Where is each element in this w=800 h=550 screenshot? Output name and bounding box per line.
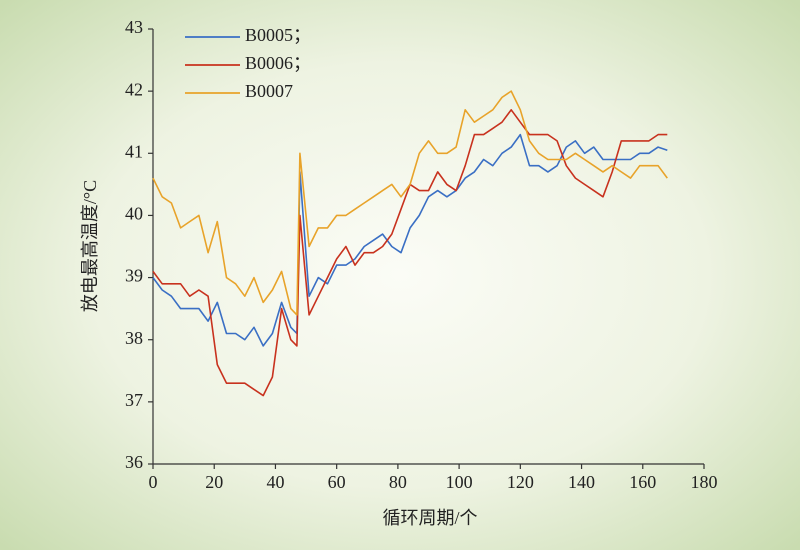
y-tick-label: 36: [125, 452, 143, 472]
x-axis-label: 循环周期/个: [382, 508, 477, 528]
y-tick-label: 39: [125, 266, 143, 286]
y-tick-label: 43: [125, 17, 143, 37]
x-tick-label: 20: [205, 472, 223, 492]
x-tick-label: 60: [328, 472, 346, 492]
x-tick-label: 40: [266, 472, 284, 492]
legend-label: B0006；: [245, 53, 311, 73]
x-tick-label: 0: [149, 472, 158, 492]
y-tick-label: 37: [125, 390, 143, 410]
y-tick-label: 41: [125, 141, 143, 161]
x-tick-label: 140: [568, 472, 595, 492]
y-tick-label: 42: [125, 79, 143, 99]
x-tick-label: 100: [446, 472, 473, 492]
x-tick-label: 80: [389, 472, 407, 492]
x-tick-label: 120: [507, 472, 534, 492]
y-tick-label: 38: [125, 328, 143, 348]
x-tick-label: 180: [691, 472, 718, 492]
legend-label: B0005；: [245, 25, 311, 45]
y-axis-label: 放电最高温度/°C: [80, 180, 100, 312]
series-line: [152, 90, 668, 316]
series-line: [152, 109, 668, 397]
y-tick-label: 40: [125, 204, 143, 224]
series-line: [152, 133, 668, 347]
x-tick-label: 160: [629, 472, 656, 492]
legend-label: B0007: [245, 81, 293, 101]
